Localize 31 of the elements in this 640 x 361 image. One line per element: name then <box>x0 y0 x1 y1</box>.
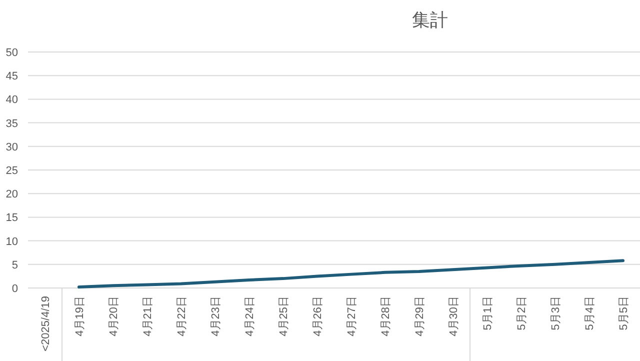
x-tick-label: 4月21日 <box>142 296 154 336</box>
line-series <box>78 259 624 289</box>
y-tick-label: 0 <box>12 283 18 295</box>
y-tick-label: 45 <box>6 70 18 83</box>
y-tick-label: 35 <box>6 118 18 130</box>
y-tick-label: 10 <box>6 236 18 248</box>
x-tick-label: 4月20日 <box>108 296 120 336</box>
y-tick-label: 15 <box>6 212 18 224</box>
x-tick-label: 5月1日 <box>482 296 494 330</box>
x-tick-label: 4月19日 <box>74 296 86 336</box>
chart-title: 集計 <box>412 10 448 30</box>
x-tick-label: 4月22日 <box>176 296 188 336</box>
y-tick-label: 25 <box>6 165 18 177</box>
x-tick-label: 5月2日 <box>516 296 528 330</box>
y-tick-label: 20 <box>6 188 18 201</box>
x-tick-label: 4月26日 <box>312 296 324 336</box>
x-tick-label: <2025/4/19 <box>40 296 52 352</box>
x-tick-label: 4月27日 <box>346 296 358 336</box>
y-tick-label: 40 <box>6 94 18 106</box>
y-tick-label: 5 <box>12 259 18 272</box>
y-tick-label: 30 <box>6 141 18 154</box>
x-tick-label: 4月28日 <box>380 296 392 336</box>
y-tick-label: 50 <box>6 47 18 59</box>
x-tick-label: 5月4日 <box>584 296 596 330</box>
x-tick-label: 4月24日 <box>244 296 256 336</box>
x-tick-label: 5月5日 <box>618 296 630 330</box>
x-tick-label: 4月29日 <box>414 296 426 336</box>
x-tick-label: 4月23日 <box>210 296 222 336</box>
x-tick-label: 4月25日 <box>278 296 290 336</box>
x-tick-label: 4月30日 <box>448 296 460 336</box>
x-tick-label: 5月3日 <box>550 296 562 330</box>
